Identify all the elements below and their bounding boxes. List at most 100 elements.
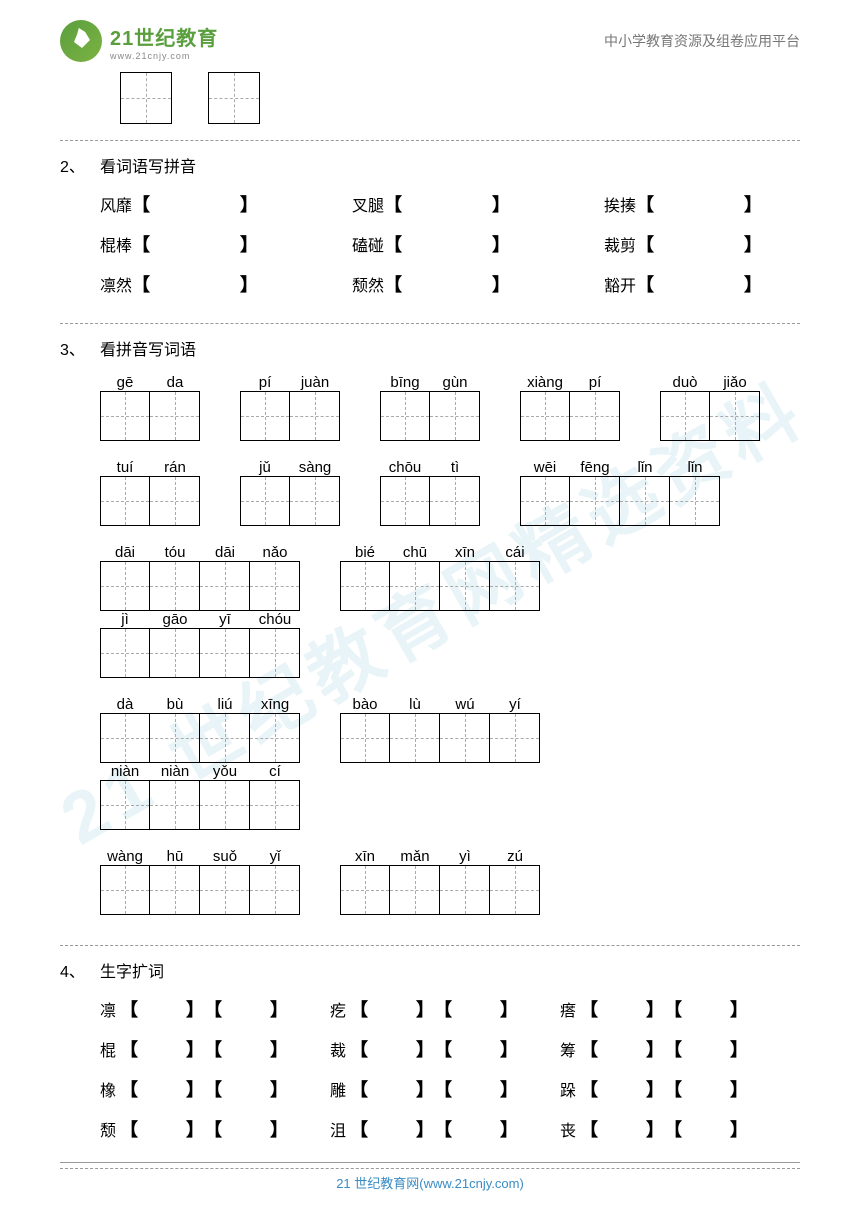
tian-box: [150, 476, 200, 526]
box-group: [100, 561, 300, 611]
bracket-pair: 【】: [204, 996, 288, 1022]
pinyin-syllable: yǒu: [200, 763, 250, 780]
q4-char: 沮: [330, 1117, 346, 1141]
pinyin-labels: jǔsàng: [240, 459, 340, 476]
bracket-right: 】: [744, 231, 762, 257]
pinyin-syllable: lǐn: [670, 459, 720, 476]
box-group: [100, 713, 300, 763]
q2-row: 风靡【】叉腿【】挨揍【】: [100, 191, 800, 217]
q2-word: 棍棒: [100, 232, 132, 256]
q4-row: 凛【】【】疙【】【】瘩【】【】: [100, 996, 800, 1022]
tian-box: [520, 476, 570, 526]
bracket-right: 】: [270, 1076, 288, 1102]
pinyin-labels: chōutì: [380, 459, 480, 476]
bracket-right: 】: [416, 1116, 434, 1142]
q3-cluster: wànghūsuǒyǐ: [100, 848, 300, 915]
q2-title: 看词语写拼音: [100, 153, 196, 177]
pinyin-syllable: bīng: [380, 374, 430, 391]
bracket-left: 【: [204, 996, 222, 1022]
tian-box: [150, 780, 200, 830]
q4-char: 颓: [100, 1117, 116, 1141]
q3-cluster: xīnmǎnyìzú: [340, 848, 540, 915]
box-group: [340, 561, 540, 611]
q3-cluster: jìgāoyīchóu: [100, 611, 300, 678]
bracket-right: 】: [416, 1076, 434, 1102]
pinyin-syllable: dāi: [100, 544, 150, 561]
section-q4: 4、 生字扩词 凛【】【】疙【】【】瘩【】【】棍【】【】裁【】【】筹【】【】橡【…: [60, 946, 800, 1169]
q4-char: 凛: [100, 997, 116, 1021]
q2-item: 颓然【】: [352, 271, 548, 297]
pinyin-syllable: da: [150, 374, 200, 391]
pinyin-labels: dāitóudāinǎo: [100, 544, 300, 561]
bracket-pair: 【】: [664, 1076, 748, 1102]
bracket-right: 】: [500, 1076, 518, 1102]
q3-number: 3、: [60, 336, 100, 360]
q3-row: dàbùliúxīngbàolùwúyíniànniànyǒucí: [100, 696, 800, 830]
pinyin-syllable: cái: [490, 544, 540, 561]
q3-cluster: niànniànyǒucí: [100, 763, 300, 830]
q4-char: 裁: [330, 1037, 346, 1061]
bracket-left: 【: [664, 1036, 682, 1062]
pinyin-syllable: xīng: [250, 696, 300, 713]
q2-word: 挨揍: [604, 192, 636, 216]
q4-row: 棍【】【】裁【】【】筹【】【】: [100, 1036, 800, 1062]
bracket-right: 】: [500, 996, 518, 1022]
q3-row: wànghūsuǒyǐ xīnmǎnyìzú: [100, 848, 800, 915]
bracket-left: 【: [434, 1076, 452, 1102]
pinyin-syllable: yī: [200, 611, 250, 628]
box-group: [240, 476, 340, 526]
bracket-right: 】: [492, 271, 510, 297]
box-group: [100, 476, 200, 526]
pinyin-syllable: hū: [150, 848, 200, 865]
q3-title: 看拼音写词语: [100, 336, 196, 360]
bracket-left: 【: [120, 1076, 138, 1102]
tian-box: [710, 391, 760, 441]
q3-cluster: duòjiǎo: [660, 374, 760, 441]
box-group: [100, 628, 300, 678]
q4-char: 丧: [560, 1117, 576, 1141]
tian-box: [250, 780, 300, 830]
bracket-pair: 【】: [580, 1076, 664, 1102]
bracket-right: 】: [646, 1116, 664, 1142]
bracket-pair: 【】: [664, 996, 748, 1022]
bracket-left: 【: [384, 191, 402, 217]
bracket-right: 】: [730, 996, 748, 1022]
bracket-left: 【: [580, 996, 598, 1022]
tian-box: [100, 865, 150, 915]
bracket-left: 【: [132, 271, 150, 297]
tian-box: [670, 476, 720, 526]
logo-icon: [60, 20, 102, 62]
q4-char: 跺: [560, 1077, 576, 1101]
pinyin-syllable: sàng: [290, 459, 340, 476]
tian-box: [150, 865, 200, 915]
tian-box: [100, 713, 150, 763]
tian-box: [150, 561, 200, 611]
tian-box: [660, 391, 710, 441]
pinyin-labels: bàolùwúyí: [340, 696, 540, 713]
tian-box: [290, 476, 340, 526]
tian-box: [340, 865, 390, 915]
tian-box: [570, 391, 620, 441]
q2-item: 叉腿【】: [352, 191, 548, 217]
q2-row: 凛然【】颓然【】豁开【】: [100, 271, 800, 297]
bracket-left: 【: [636, 231, 654, 257]
bracket-left: 【: [350, 1036, 368, 1062]
tian-box: [570, 476, 620, 526]
tian-box: [240, 391, 290, 441]
pinyin-syllable: jì: [100, 611, 150, 628]
bracket-right: 】: [646, 1076, 664, 1102]
pinyin-syllable: wàng: [100, 848, 150, 865]
tian-box: [340, 561, 390, 611]
bracket-pair: 【】: [120, 996, 204, 1022]
tian-box: [200, 628, 250, 678]
pinyin-syllable: chóu: [250, 611, 300, 628]
bracket-right: 】: [730, 1036, 748, 1062]
q3-row: tuíránjǔsàngchōutìwēifēnglǐnlǐn: [100, 459, 800, 526]
pinyin-syllable: pí: [570, 374, 620, 391]
q4-char: 筹: [560, 1037, 576, 1061]
bracket-left: 【: [132, 231, 150, 257]
q2-item: 裁剪【】: [604, 231, 800, 257]
q3-cluster: gēda: [100, 374, 200, 441]
tian-box: [100, 628, 150, 678]
pinyin-syllable: pí: [240, 374, 290, 391]
